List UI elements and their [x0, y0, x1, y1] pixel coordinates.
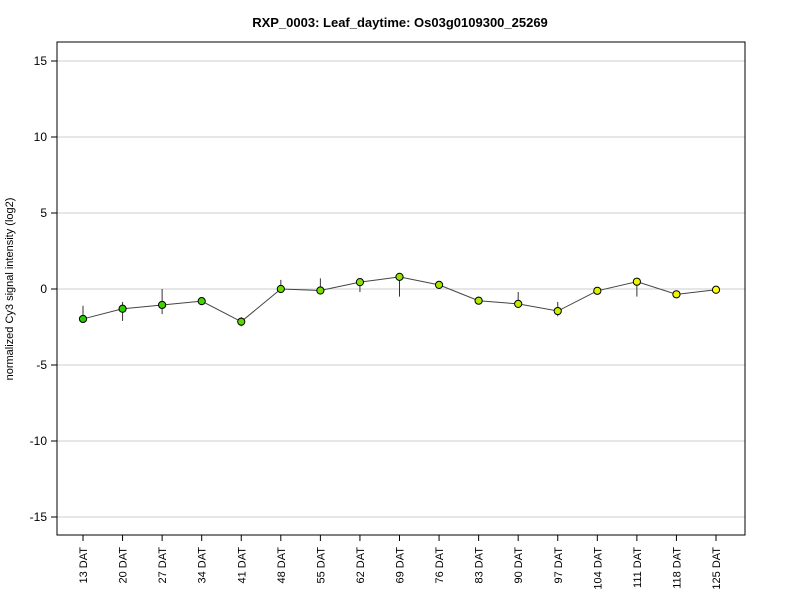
x-tick-label: 41 DAT — [236, 547, 248, 584]
data-point — [711, 285, 721, 294]
data-point — [553, 306, 562, 316]
y-tick-label: -5 — [36, 358, 47, 372]
x-tick-label: 48 DAT — [276, 547, 288, 584]
data-point — [395, 272, 404, 281]
data-point — [78, 314, 88, 324]
x-tick-label: 62 DAT — [355, 547, 367, 584]
x-tick-label: 20 DAT — [118, 547, 130, 584]
x-tick-label: 69 DAT — [395, 547, 407, 584]
data-point — [474, 296, 483, 305]
plot-frame — [56, 41, 746, 536]
x-tick-label: 34 DAT — [197, 547, 209, 584]
data-point — [672, 290, 681, 299]
x-tick-label: 111 DAT — [632, 547, 644, 588]
x-tick-label: 76 DAT — [434, 547, 446, 584]
x-tick-label: 104 DAT — [592, 547, 604, 590]
y-tick-label: 15 — [34, 54, 48, 68]
x-tick-label: 90 DAT — [513, 547, 525, 584]
y-tick-label: -15 — [30, 510, 48, 524]
x-tick-label: 125 DAT — [711, 547, 723, 590]
data-point — [593, 286, 602, 295]
x-tick-label: 118 DAT — [671, 547, 683, 589]
data-point — [632, 277, 641, 286]
x-tick-label: 27 DAT — [157, 547, 169, 584]
y-tick-label: 10 — [34, 130, 48, 144]
x-tick-label: 83 DAT — [474, 547, 486, 584]
data-point — [237, 317, 246, 326]
chart-title: RXP_0003: Leaf_daytime: Os03g0109300_252… — [252, 15, 548, 30]
data-point — [276, 284, 285, 294]
y-tick-label: 5 — [40, 206, 47, 220]
y-axis-label: normalized Cy3 signal intensity (log2) — [4, 198, 16, 381]
data-point — [514, 299, 523, 308]
data-point — [197, 297, 206, 306]
y-tick-label: 0 — [40, 282, 47, 296]
y-tick-label: -10 — [30, 434, 48, 448]
data-point — [434, 280, 444, 289]
x-tick-label: 97 DAT — [553, 547, 565, 584]
data-point — [158, 300, 167, 310]
data-point — [355, 278, 365, 287]
data-point — [118, 304, 127, 313]
x-tick-label: 55 DAT — [315, 547, 327, 584]
x-tick-label: 13 DAT — [78, 547, 90, 584]
data-point — [316, 286, 325, 295]
